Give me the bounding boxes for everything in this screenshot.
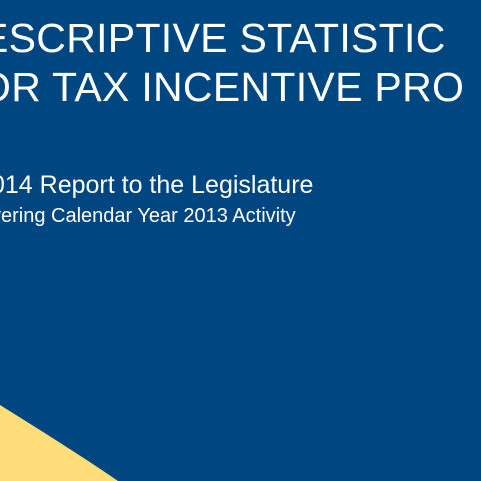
title-line-1: ESCRIPTIVE STATISTIC: [0, 15, 446, 61]
title-line-2: OR TAX INCENTIVE PRO: [0, 64, 465, 110]
coverage-line: vering Calendar Year 2013 Activity: [0, 205, 296, 227]
report-subtitle: 014 Report to the Legislature: [0, 171, 314, 199]
